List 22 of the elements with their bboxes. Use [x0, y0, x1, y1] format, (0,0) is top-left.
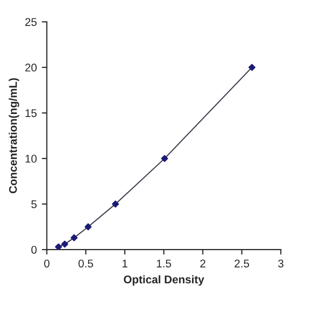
x-tick-label: 3 — [278, 260, 284, 268]
point — [55, 243, 62, 250]
x-tick-label: 0.5 — [78, 260, 94, 268]
x-axis-title: Optical Density — [124, 275, 204, 286]
y-tick-label: 5 — [31, 200, 37, 208]
point — [161, 155, 168, 162]
y-axis-title: Concentration(ng/mL) — [8, 78, 20, 194]
y-tick-label: 15 — [26, 109, 37, 118]
x-tick-label: 2 — [200, 260, 206, 268]
point — [248, 64, 256, 71]
y-tick-label: 10 — [26, 154, 37, 163]
y-tick-label: 0 — [31, 246, 37, 254]
y-tick-label: 25 — [25, 18, 37, 26]
point — [61, 240, 68, 248]
x-tick-label: 1.5 — [156, 260, 172, 268]
y-tick-label: 20 — [25, 64, 37, 72]
point — [112, 200, 119, 208]
x-tick-label: 0 — [44, 260, 50, 268]
x-tick-label: 1 — [122, 260, 128, 268]
point — [84, 223, 92, 230]
x-tick-label: 2.5 — [234, 260, 250, 268]
point — [70, 234, 78, 242]
